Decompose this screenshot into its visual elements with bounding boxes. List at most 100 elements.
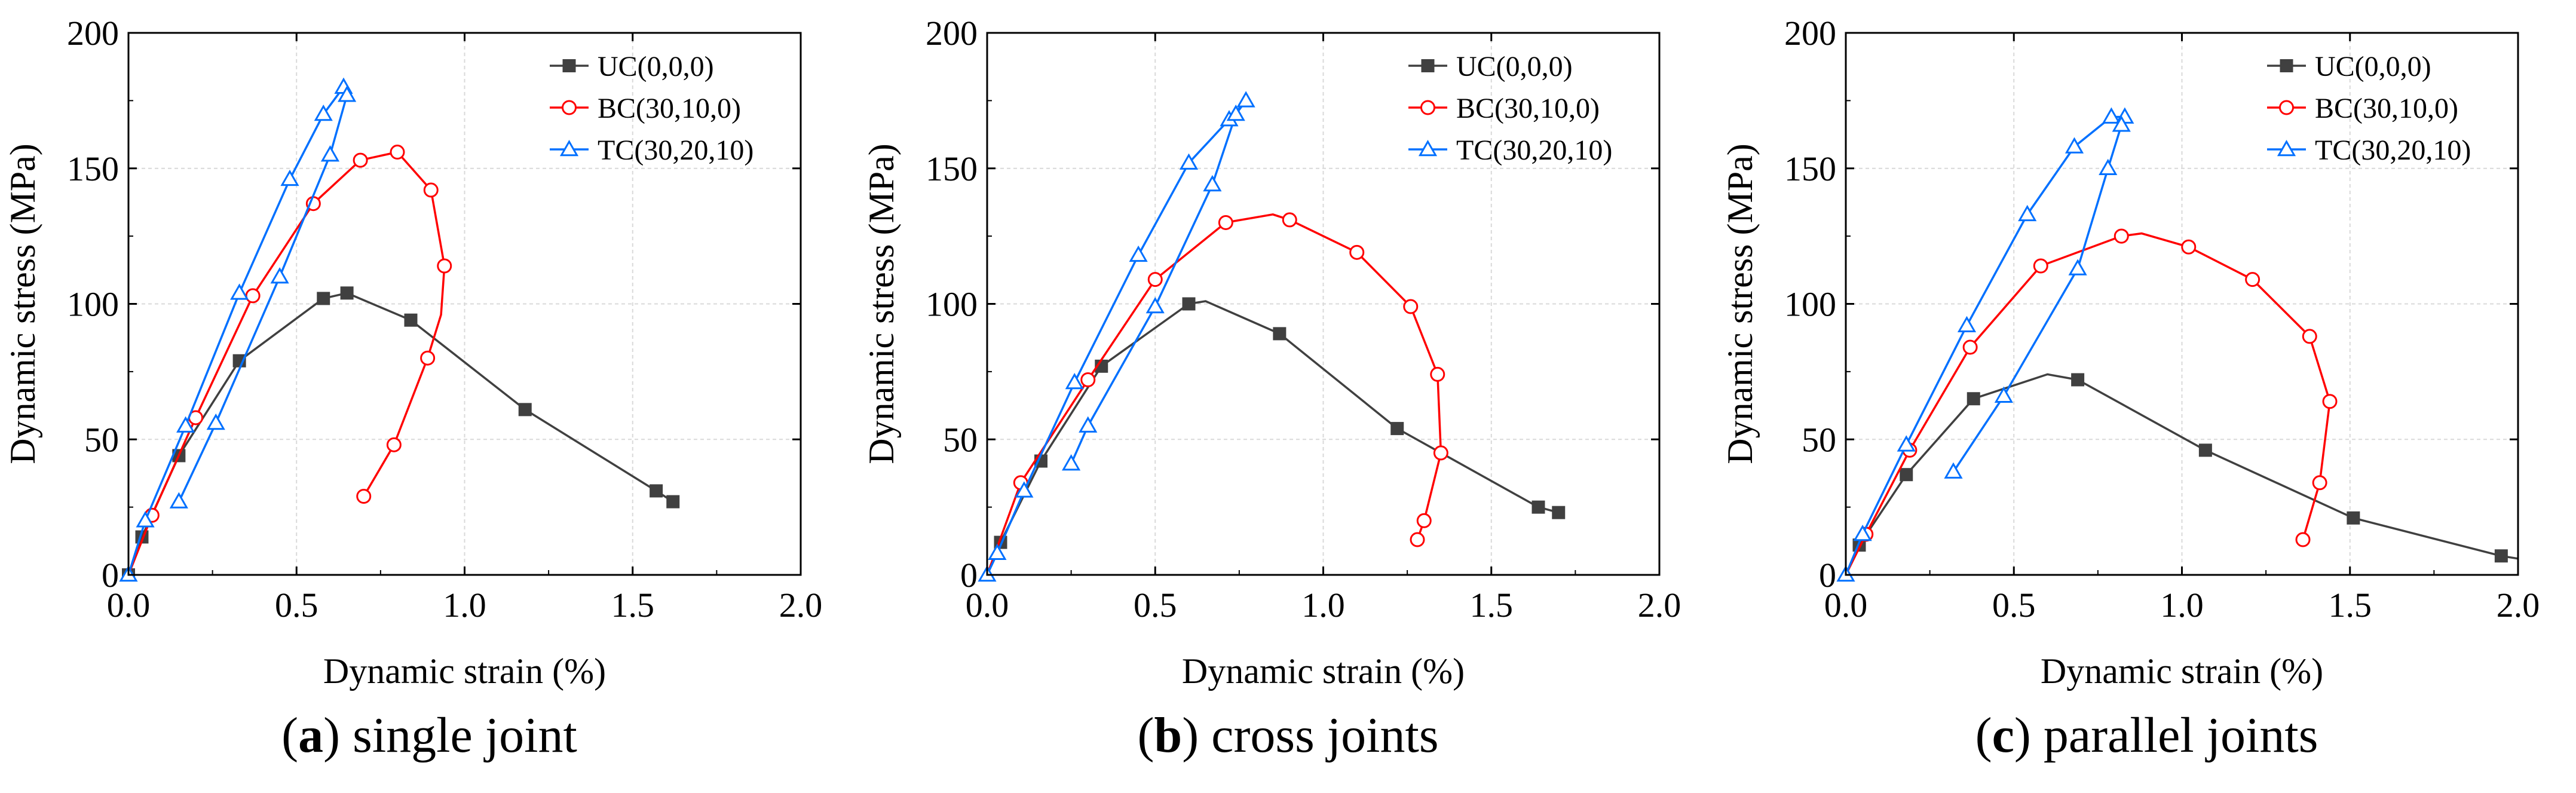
caption-open-paren: (	[281, 708, 299, 763]
data-point	[1430, 366, 1445, 382]
series-UC(0,0,0)	[986, 297, 1566, 575]
data-point	[230, 283, 249, 300]
series-line	[986, 213, 1442, 575]
data-point	[1349, 244, 1365, 260]
x-tick-label: 1.0	[443, 586, 486, 624]
caption-letter: a	[298, 708, 324, 763]
y-tick-label: 50	[943, 420, 978, 459]
data-point	[404, 313, 418, 327]
data-point	[1015, 481, 1034, 498]
data-point	[338, 85, 357, 102]
data-point	[1962, 339, 1978, 355]
data-point	[2198, 443, 2212, 457]
legend-label: UC(0,0,0)	[2315, 51, 2431, 82]
data-point	[2114, 228, 2129, 244]
legend: UC(0,0,0) BC(30,10,0) TC(30,20,10)	[550, 51, 753, 166]
axis-ticks: 0.0 0.5 1.0 1.5 2.0 0 50 100 150 200	[67, 14, 822, 624]
data-point	[1900, 468, 1913, 482]
data-point	[2068, 259, 2087, 275]
series-BC(30,10,0)	[986, 212, 1448, 575]
data-point	[2295, 532, 2311, 547]
data-point	[2181, 239, 2197, 255]
legend-marker	[2277, 139, 2296, 157]
data-point	[1957, 316, 1977, 333]
data-point	[1179, 153, 1199, 170]
panel-caption-b: (b) cross joints	[859, 706, 1717, 764]
data-point	[2033, 258, 2048, 274]
data-point	[353, 152, 368, 168]
caption-text: parallel joints	[2043, 708, 2318, 763]
legend-label: BC(30,10,0)	[598, 93, 741, 124]
data-point	[1994, 386, 2013, 403]
data-point	[314, 105, 333, 121]
y-axis-label: Dynamic stress (MPa)	[3, 143, 42, 464]
series-line	[986, 300, 1559, 575]
x-axis-label: Dynamic strain (%)	[323, 651, 606, 691]
data-point	[386, 437, 402, 452]
caption-close-paren: )	[323, 708, 341, 763]
caption-letter: c	[1992, 708, 2014, 763]
x-tick-label: 0.5	[1134, 586, 1177, 624]
series-BC(30,10,0)	[127, 145, 452, 575]
panel-caption-a: (a) single joint	[0, 706, 859, 764]
chart-panel-b: 0.0 0.5 1.0 1.5 2.0 0 50 100 150 200 Dynamic strai…	[862, 14, 1681, 691]
caption-text: single joint	[353, 708, 577, 763]
data-point	[270, 267, 289, 284]
y-axis-label: Dynamic stress (MPa)	[862, 143, 901, 464]
data-point	[1531, 500, 1545, 514]
data-point	[1416, 513, 1432, 528]
x-tick-label: 2.0	[779, 586, 823, 624]
x-tick-label: 1.0	[2160, 586, 2204, 624]
x-tick-label: 0.5	[1992, 586, 2036, 624]
y-axis-label: Dynamic stress (MPa)	[1720, 143, 1760, 464]
legend-label: TC(30,20,10)	[2315, 134, 2471, 166]
caption-open-paren: (	[1975, 708, 1992, 763]
chart-panel-a: 0.0 0.5 1.0 1.5 2.0 0 50 100 150 200 Dynamic strai…	[3, 14, 822, 691]
y-tick-label: 100	[67, 285, 119, 324]
data-point	[1226, 105, 1245, 121]
y-tick-label: 150	[1784, 149, 1836, 188]
caption-close-paren: )	[1182, 708, 1199, 763]
x-tick-label: 0.5	[275, 586, 318, 624]
legend: UC(0,0,0) BC(30,10,0) TC(30,20,10)	[2267, 51, 2471, 166]
data-point	[136, 511, 155, 528]
data-point	[1552, 506, 1566, 519]
x-axis-label: Dynamic strain (%)	[2041, 651, 2323, 691]
data-point	[320, 145, 340, 162]
data-point	[988, 543, 1007, 560]
data-point	[1390, 422, 1404, 436]
y-tick-label: 50	[1802, 420, 1836, 459]
panel-caption-c: (c) parallel joints	[1717, 706, 2576, 764]
data-point	[169, 492, 188, 509]
x-tick-label: 2.0	[2497, 586, 2540, 624]
legend-marker	[2280, 59, 2293, 72]
legend-marker	[1421, 59, 1435, 72]
legend-marker	[559, 139, 579, 157]
data-point	[2312, 475, 2327, 491]
data-point	[1062, 454, 1081, 471]
data-point	[2494, 549, 2508, 563]
data-point	[2071, 373, 2085, 387]
legend-marker	[1420, 100, 1435, 115]
data-point	[1282, 212, 1297, 228]
x-axis-label: Dynamic strain (%)	[1182, 651, 1465, 691]
data-point	[2102, 107, 2121, 124]
data-point	[1203, 174, 1222, 192]
x-tick-label: 1.5	[1470, 586, 1514, 624]
data-point	[1897, 435, 1916, 452]
series-BC(30,10,0)	[1845, 228, 2338, 575]
data-point	[423, 182, 439, 198]
legend-label: TC(30,20,10)	[598, 134, 753, 166]
data-point	[1944, 462, 1963, 479]
chart-panel-c: 0.0 0.5 1.0 1.5 2.0 0 50 100 150 200 Dynamic strai…	[1720, 14, 2540, 691]
data-point	[176, 416, 195, 433]
data-point	[650, 484, 663, 498]
data-point	[1403, 299, 1419, 314]
legend: UC(0,0,0) BC(30,10,0) TC(30,20,10)	[1408, 51, 1612, 166]
x-tick-label: 1.5	[2329, 586, 2372, 624]
series-TC(30,20,10)	[1836, 107, 2134, 582]
y-tick-label: 200	[67, 14, 119, 53]
caption-letter: b	[1154, 708, 1183, 763]
y-tick-label: 100	[1784, 285, 1836, 324]
